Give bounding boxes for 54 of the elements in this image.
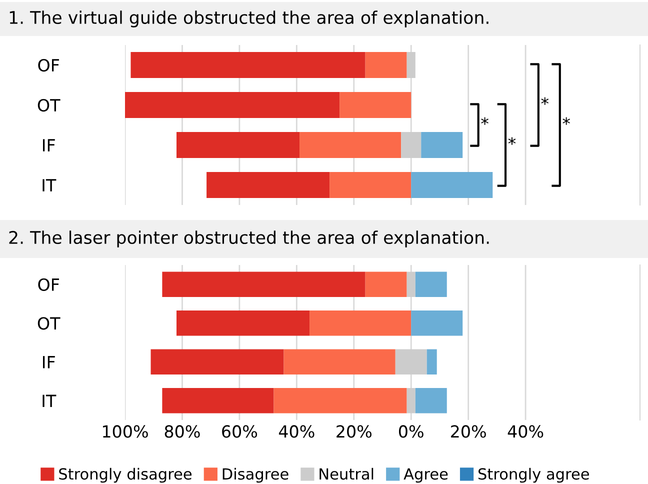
bar (330, 172, 412, 198)
x-tick-label: 80% (164, 425, 200, 438)
bar (340, 92, 412, 118)
bar (415, 272, 447, 297)
bar (421, 132, 463, 158)
y-tick-label: IT (42, 394, 56, 407)
y-tick-label: IT (42, 179, 56, 192)
bar (365, 272, 407, 297)
bar (274, 388, 407, 414)
annotation: * (481, 117, 488, 125)
legend-label: Strongly agree (478, 468, 589, 483)
bar (162, 388, 274, 414)
y-tick-label: OF (38, 278, 59, 291)
bar (162, 272, 366, 297)
annotation: * (562, 117, 570, 125)
bar (310, 310, 412, 336)
bar (411, 310, 463, 336)
bar (125, 92, 340, 118)
bar (365, 52, 407, 78)
bar (406, 272, 416, 297)
bar (411, 172, 493, 198)
x-tick-label: 60% (222, 425, 258, 438)
x-tick-label: 40% (508, 425, 544, 438)
bar (150, 349, 284, 374)
y-tick-label: IF (42, 139, 55, 152)
x-tick-label: 20% (451, 425, 486, 438)
y-tick-label: OT (38, 317, 60, 330)
y-tick-label: IF (42, 356, 55, 368)
legend-label: Agree (404, 468, 448, 483)
legend-label: Disagree (222, 468, 288, 483)
bar (406, 388, 416, 414)
y-tick-label: OT (38, 98, 60, 112)
legend-label: Neutral (320, 468, 374, 480)
bar (176, 310, 310, 336)
bar (284, 349, 396, 374)
bar (395, 349, 427, 374)
bar (176, 132, 300, 158)
bar (415, 388, 447, 414)
chart-title: 1. The virtual guide obstructed the area of explanation. (10, 10, 488, 28)
bar (130, 52, 366, 78)
bar (406, 52, 416, 78)
bar (206, 172, 330, 198)
x-tick-label: 40% (278, 425, 314, 438)
bar (401, 132, 422, 158)
x-tick-label: 20% (336, 425, 372, 438)
annotation: * (508, 137, 516, 145)
x-tick-label: 100% (103, 425, 148, 438)
legend-label: Strongly disagree (59, 468, 192, 483)
bar (300, 132, 402, 158)
chart-title: 2. The laser pointer obstructed the area of explanation. (9, 230, 489, 248)
x-tick-label: 0% (398, 425, 424, 438)
y-tick-label: OF (38, 58, 59, 72)
bar (426, 349, 437, 374)
annotation: * (541, 97, 549, 105)
